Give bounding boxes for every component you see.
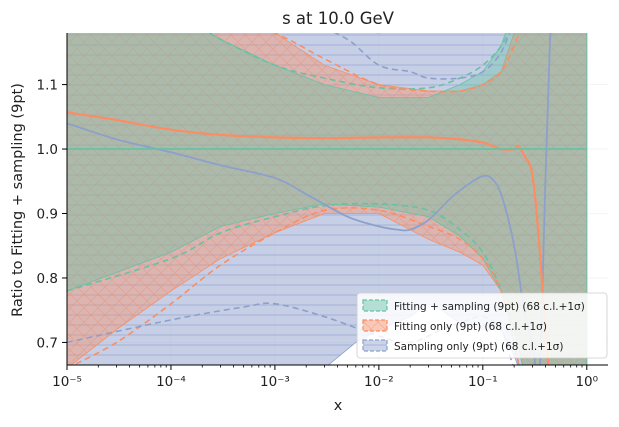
upper-dashed-1	[272, 33, 521, 93]
x-tick-label: 10⁻⁵	[52, 374, 82, 390]
legend-label-2: Sampling only (9pt) (68 c.l.+1σ)	[394, 341, 563, 353]
lower-dashed-1	[71, 207, 520, 365]
y-tick-label: 1.1	[37, 78, 58, 94]
upper-dashed-2	[333, 33, 511, 80]
legend: Fitting + sampling (9pt) (68 c.l.+1σ) Fit…	[356, 292, 608, 359]
legend-swatch-hatch-1	[363, 320, 387, 331]
band-hatch-1	[67, 33, 587, 365]
central-line-2	[67, 33, 552, 365]
y-tick-label: 1.0	[37, 142, 58, 158]
central-line-1	[67, 111, 550, 365]
x-tick-label: 10⁻¹	[468, 374, 498, 390]
x-tick-label: 10⁻²	[364, 374, 394, 390]
plot-area	[67, 33, 608, 365]
x-axis-label: x	[334, 398, 343, 414]
y-tick-label: 0.7	[37, 335, 58, 351]
y-axis-label: Ratio to Fitting + sampling (9pt)	[10, 83, 26, 317]
legend-box	[356, 292, 608, 359]
chart-title: s at 10.0 GeV	[282, 9, 395, 28]
legend-label-1: Fitting only (9pt) (68 c.l.+1σ)	[394, 321, 547, 333]
legend-label-0: Fitting + sampling (9pt) (68 c.l.+1σ)	[394, 301, 585, 313]
band-0	[67, 33, 588, 365]
x-tick-label: 10⁰	[575, 374, 598, 390]
x-tick-label: 10⁻³	[260, 374, 290, 390]
axes: 10⁻⁵ 10⁻⁴ 10⁻³ 10⁻² 10⁻¹ 10⁰ 0.7 0.8 0.9 1.0 1.1	[37, 33, 608, 390]
y-tick-label: 0.9	[37, 207, 58, 223]
legend-swatch-0	[362, 299, 388, 312]
legend-swatch-hatch-2	[363, 340, 387, 351]
x-tick-label: 10⁻⁴	[156, 374, 186, 390]
upper-dashed-0	[207, 33, 510, 90]
y-tick-label: 0.8	[37, 271, 58, 287]
